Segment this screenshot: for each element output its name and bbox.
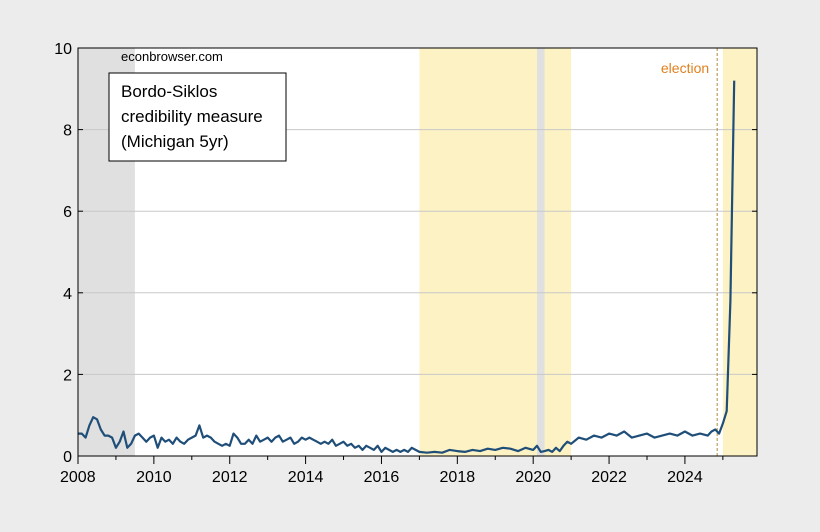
legend-line-3: (Michigan 5yr) bbox=[121, 132, 229, 151]
x-tick-label-2010: 2010 bbox=[136, 469, 172, 486]
y-tick-label-4: 4 bbox=[63, 286, 72, 303]
y-tick-label-8: 8 bbox=[63, 123, 72, 140]
shading-layer bbox=[78, 48, 757, 456]
x-tick-label-2012: 2012 bbox=[212, 469, 248, 486]
y-tick-label-6: 6 bbox=[63, 204, 72, 221]
y-tick-label-0: 0 bbox=[63, 449, 72, 466]
series-line-0 bbox=[78, 80, 736, 454]
recession-shade-1 bbox=[536, 48, 545, 456]
watermark: econbrowser.com bbox=[121, 49, 223, 64]
administration-shade-0 bbox=[419, 48, 572, 456]
legend-line-2: credibility measure bbox=[121, 107, 263, 126]
x-tick-label-2024: 2024 bbox=[667, 469, 703, 486]
x-tick-label-2022: 2022 bbox=[591, 469, 627, 486]
legend-box bbox=[108, 72, 287, 162]
series-layer bbox=[78, 80, 736, 454]
x-tick-label-2014: 2014 bbox=[288, 469, 324, 486]
y-tick-label-10: 10 bbox=[54, 41, 72, 58]
x-tick-label-2008: 2008 bbox=[60, 469, 96, 486]
x-tick-label-2016: 2016 bbox=[364, 469, 400, 486]
legend-line-1: Bordo-Siklos bbox=[121, 82, 217, 101]
plot-frame bbox=[77, 47, 758, 457]
x-tick-label-2018: 2018 bbox=[440, 469, 476, 486]
y-tick-label-2: 2 bbox=[63, 367, 72, 384]
election-label: election bbox=[661, 60, 709, 76]
grid-layer bbox=[78, 129, 757, 375]
axis-layer: 0 2 4 6 8 10 2008 2010 2012 2014 2016 2018 2020 2022 2… bbox=[54, 41, 757, 486]
legend: Bordo-Siklos credibility measure (Michig… bbox=[108, 72, 287, 162]
x-tick-label-2020: 2020 bbox=[515, 469, 551, 486]
